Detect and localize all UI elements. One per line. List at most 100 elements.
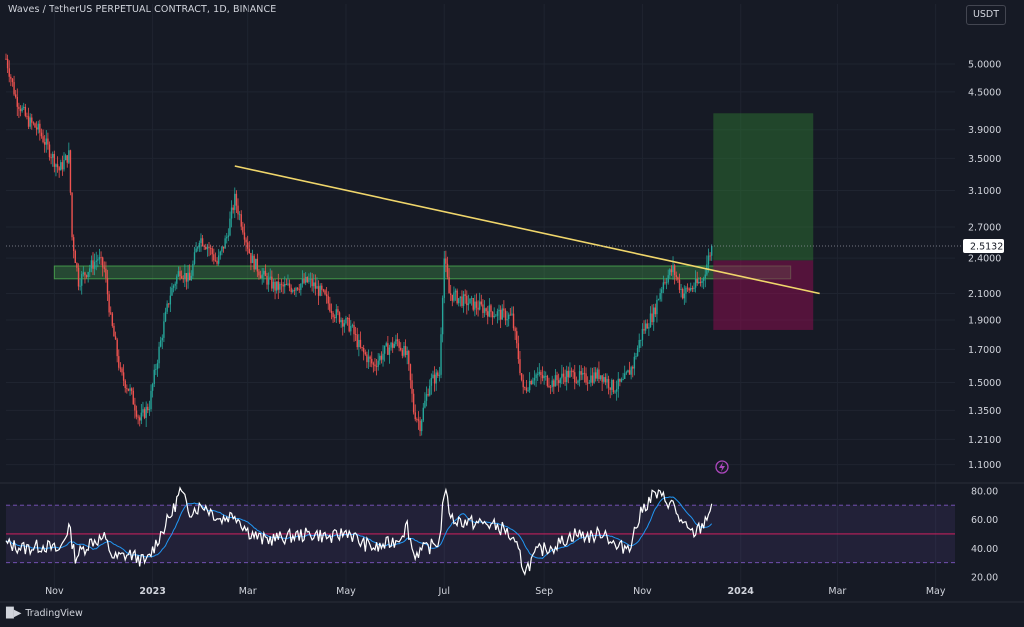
candle-body — [245, 239, 247, 243]
candle-body — [615, 389, 618, 392]
candle-body — [240, 214, 242, 227]
last-price-label: 2.5132 — [970, 241, 1003, 252]
candle-body — [103, 267, 105, 269]
candle-body — [163, 321, 165, 338]
candle-body — [216, 260, 218, 264]
candle-body — [292, 290, 294, 292]
candle-body — [24, 106, 27, 116]
candle-body — [188, 272, 191, 281]
candle-body — [698, 281, 700, 284]
candle-body — [641, 328, 644, 340]
candle-body — [462, 294, 465, 306]
candle-body — [628, 370, 631, 375]
candle-body — [538, 371, 541, 375]
tradingview-logo-icon: █▶ — [6, 608, 22, 619]
candle-body — [203, 245, 205, 247]
candle-body — [694, 278, 697, 288]
candle-body — [253, 255, 255, 270]
candle-body — [348, 318, 350, 332]
candle-body — [97, 259, 99, 261]
candle-body — [469, 298, 471, 304]
candle-body — [87, 272, 89, 277]
candle-body — [31, 117, 33, 123]
candle-body — [528, 380, 531, 391]
candle-body — [193, 252, 196, 264]
candle-body — [184, 273, 186, 279]
candle-body — [340, 319, 342, 323]
candle-body — [686, 287, 689, 289]
candle-body — [242, 226, 244, 233]
candle-body — [514, 328, 516, 332]
candle-body — [264, 270, 267, 277]
candle-body — [635, 356, 637, 357]
candle-body — [638, 340, 640, 349]
candle-body — [197, 247, 199, 249]
candle-body — [130, 388, 133, 391]
candle-body — [89, 268, 91, 273]
candle-body — [358, 339, 360, 348]
currency-button[interactable]: USDT — [966, 5, 1006, 25]
candle-body — [483, 308, 486, 313]
candle-body — [398, 341, 400, 348]
candle-body — [309, 278, 312, 280]
candle-body — [657, 299, 660, 301]
candle-body — [229, 218, 231, 236]
candle-body — [82, 272, 85, 275]
candle-body — [106, 277, 109, 295]
candle-body — [625, 372, 628, 374]
candle-body — [607, 378, 610, 388]
candle-body — [669, 269, 671, 276]
candle-body — [453, 292, 455, 301]
candle-body — [648, 327, 650, 329]
time-axis-label: Mar — [239, 586, 257, 597]
candle-body — [205, 246, 207, 250]
candle-body — [427, 394, 429, 396]
candle-body — [359, 339, 362, 348]
price-axis-label: 4.5000 — [968, 87, 1001, 98]
candle-body — [113, 325, 115, 337]
candle-body — [335, 309, 337, 319]
candle-body — [533, 378, 536, 381]
candle-body — [164, 311, 167, 322]
candle-body — [267, 277, 270, 285]
candle-body — [208, 246, 210, 248]
candle-body — [19, 108, 22, 112]
candle-body — [226, 237, 228, 239]
candle-body — [527, 390, 529, 392]
candle-body — [622, 379, 624, 380]
candle-body — [593, 372, 595, 383]
candle-body — [230, 207, 233, 219]
candle-body — [403, 346, 405, 356]
price-axis-label: 1.3500 — [968, 406, 1001, 417]
candle-body — [55, 164, 57, 167]
candle-body — [393, 344, 396, 348]
candle-body — [345, 317, 347, 324]
candle-body — [134, 404, 136, 411]
candle-body — [429, 385, 431, 396]
candle-body — [127, 388, 130, 391]
candle-body — [541, 375, 544, 379]
candle-body — [651, 313, 653, 323]
candle-body — [101, 257, 104, 268]
candle-body — [300, 283, 302, 290]
candle-body — [155, 369, 157, 370]
candle-body — [79, 285, 81, 287]
candle-body — [432, 374, 434, 378]
rsi-axis-label: 60.00 — [971, 515, 998, 526]
candle-body — [122, 372, 125, 381]
candle-body — [126, 388, 128, 389]
candle-body — [214, 260, 217, 262]
candle-body — [511, 313, 513, 315]
candle-body — [693, 287, 695, 289]
candle-body — [26, 115, 28, 117]
candle-body — [678, 279, 681, 290]
candles — [5, 53, 713, 437]
candle-body — [195, 248, 197, 253]
candle-body — [151, 383, 154, 391]
candle-body — [147, 406, 149, 411]
candle-body — [575, 382, 578, 384]
candle-body — [258, 271, 260, 276]
candle-body — [493, 315, 495, 318]
candle-body — [27, 116, 30, 127]
